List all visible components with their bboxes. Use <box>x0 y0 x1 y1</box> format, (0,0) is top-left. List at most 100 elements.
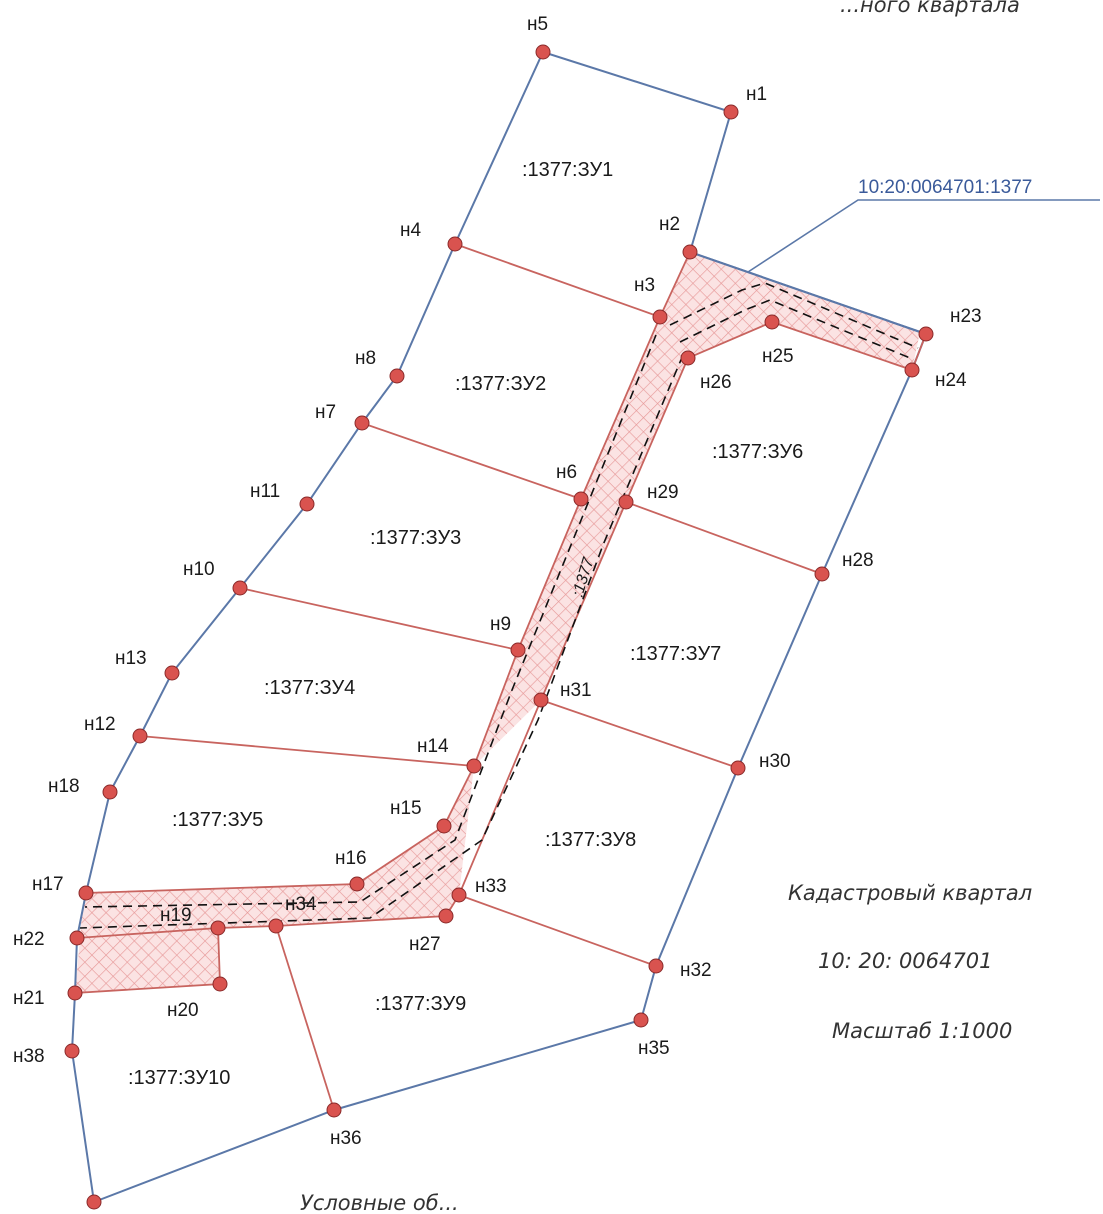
point-label-n13: н13 <box>115 648 147 669</box>
point-n25[interactable] <box>764 314 780 330</box>
point-n33[interactable] <box>451 887 467 903</box>
point-n35[interactable] <box>633 1012 649 1028</box>
quarter-info: Кадастровый квартал 10: 20: 0064701 Масш… <box>300 881 1032 1214</box>
point-n38[interactable] <box>64 1043 80 1059</box>
parcel-labels: :1377:ЗУ1 :1377:ЗУ2 :1377:ЗУ3 :1377:ЗУ4 … <box>128 159 803 1089</box>
point-n13[interactable] <box>164 665 180 681</box>
road-dashed-lines <box>79 282 919 929</box>
point-n2[interactable] <box>682 244 698 260</box>
point-label-n31: н31 <box>560 680 592 701</box>
point-n36[interactable] <box>326 1102 342 1118</box>
point-n28[interactable] <box>814 566 830 582</box>
point-label-n15: н15 <box>390 798 422 819</box>
point-n30[interactable] <box>730 760 746 776</box>
point-label-n11: н11 <box>250 481 280 502</box>
point-label-n28: н28 <box>842 550 874 571</box>
parcel-label-zu5: :1377:ЗУ5 <box>172 809 263 831</box>
point-n19[interactable] <box>210 920 226 936</box>
point-n34[interactable] <box>268 918 284 934</box>
parcel-label-zu10: :1377:ЗУ10 <box>128 1067 230 1089</box>
outer-boundary <box>70 50 928 1203</box>
point-label-n38: н38 <box>13 1046 45 1067</box>
point-n26[interactable] <box>680 350 696 366</box>
point-n27[interactable] <box>438 908 454 924</box>
point-n1[interactable] <box>723 104 739 120</box>
point-label-n14: н14 <box>417 736 449 757</box>
point-n16[interactable] <box>349 876 365 892</box>
point-n23[interactable] <box>918 326 934 342</box>
point-n5[interactable] <box>535 44 551 60</box>
point-label-n25: н25 <box>762 346 794 367</box>
point-n15[interactable] <box>436 818 452 834</box>
boundary-n2-n23 <box>689 251 927 335</box>
point-label-n29: н29 <box>647 482 679 503</box>
parcel-label-zu7: :1377:ЗУ7 <box>630 643 721 665</box>
parcel-label-zu4: :1377:ЗУ4 <box>264 677 355 699</box>
top-right-fragment: ...ного квартала <box>840 0 1020 17</box>
quarter-number: 10: 20: 0064701 <box>818 949 992 973</box>
parcel-label-zu8: :1377:ЗУ8 <box>545 829 636 851</box>
point-labels: н1 н2 н3 н4 н5 н6 н7 н8 н9 н10 н11 н12 н… <box>13 14 982 1149</box>
point-label-n30: н30 <box>759 751 791 772</box>
point-label-n22: н22 <box>13 929 45 950</box>
map-scale: Масштаб 1:1000 <box>832 1019 1012 1043</box>
point-n7[interactable] <box>354 415 370 431</box>
point-label-n8: н8 <box>355 348 376 369</box>
point-n29[interactable] <box>618 494 634 510</box>
parcel-label-zu2: :1377:ЗУ2 <box>455 373 546 395</box>
point-n3[interactable] <box>652 309 668 325</box>
point-label-n10: н10 <box>183 559 215 580</box>
new-boundaries <box>74 243 927 1111</box>
parcel-label-zu9: :1377:ЗУ9 <box>375 993 466 1015</box>
point-corner-bottom[interactable] <box>86 1194 102 1210</box>
point-label-n23: н23 <box>950 306 982 327</box>
point-label-n6: н6 <box>556 462 577 483</box>
point-label-n9: н9 <box>490 614 511 635</box>
point-label-n20: н20 <box>167 1000 199 1021</box>
point-label-n24: н24 <box>935 370 967 391</box>
point-n24[interactable] <box>904 362 920 378</box>
point-n20[interactable] <box>212 976 228 992</box>
point-label-n36: н36 <box>330 1128 362 1149</box>
point-n32[interactable] <box>648 958 664 974</box>
point-label-n1: н1 <box>746 84 767 105</box>
point-n6[interactable] <box>573 491 589 507</box>
legend-fragment: Условные об... <box>300 1191 459 1214</box>
point-n11[interactable] <box>299 496 315 512</box>
point-label-n26: н26 <box>700 372 732 393</box>
point-n9[interactable] <box>510 642 526 658</box>
point-n21[interactable] <box>67 985 83 1001</box>
callout-leader <box>747 199 1100 273</box>
point-label-n12: н12 <box>84 714 116 735</box>
point-n22[interactable] <box>69 930 85 946</box>
point-n12[interactable] <box>132 728 148 744</box>
point-label-n16: н16 <box>335 848 367 869</box>
point-n10[interactable] <box>232 580 248 596</box>
parcel-label-zu6: :1377:ЗУ6 <box>712 441 803 463</box>
quarter-title: Кадастровый квартал <box>788 881 1032 905</box>
point-n18[interactable] <box>102 784 118 800</box>
point-label-n35: н35 <box>638 1038 670 1059</box>
point-n4[interactable] <box>447 236 463 252</box>
point-n17[interactable] <box>78 885 94 901</box>
point-n8[interactable] <box>389 368 405 384</box>
point-label-n3: н3 <box>634 275 655 296</box>
point-label-n27: н27 <box>409 934 441 955</box>
point-label-n32: н32 <box>680 960 712 981</box>
point-label-n17: н17 <box>32 874 64 895</box>
point-label-n2: н2 <box>659 214 680 235</box>
point-label-n33: н33 <box>475 876 507 897</box>
point-n14[interactable] <box>466 758 482 774</box>
boundary-points <box>64 44 934 1210</box>
cadastral-number-callout: 10:20:0064701:1377 <box>858 177 1032 198</box>
point-n31[interactable] <box>533 692 549 708</box>
point-label-n4: н4 <box>400 220 421 241</box>
parcel-label-zu3: :1377:ЗУ3 <box>370 527 461 549</box>
point-label-n21: н21 <box>13 988 45 1009</box>
point-label-n5: н5 <box>527 14 548 35</box>
point-label-n18: н18 <box>48 776 80 797</box>
point-label-n19: н19 <box>160 905 192 926</box>
parcel-label-zu1: :1377:ЗУ1 <box>522 159 613 181</box>
point-label-n34: н34 <box>285 894 317 915</box>
